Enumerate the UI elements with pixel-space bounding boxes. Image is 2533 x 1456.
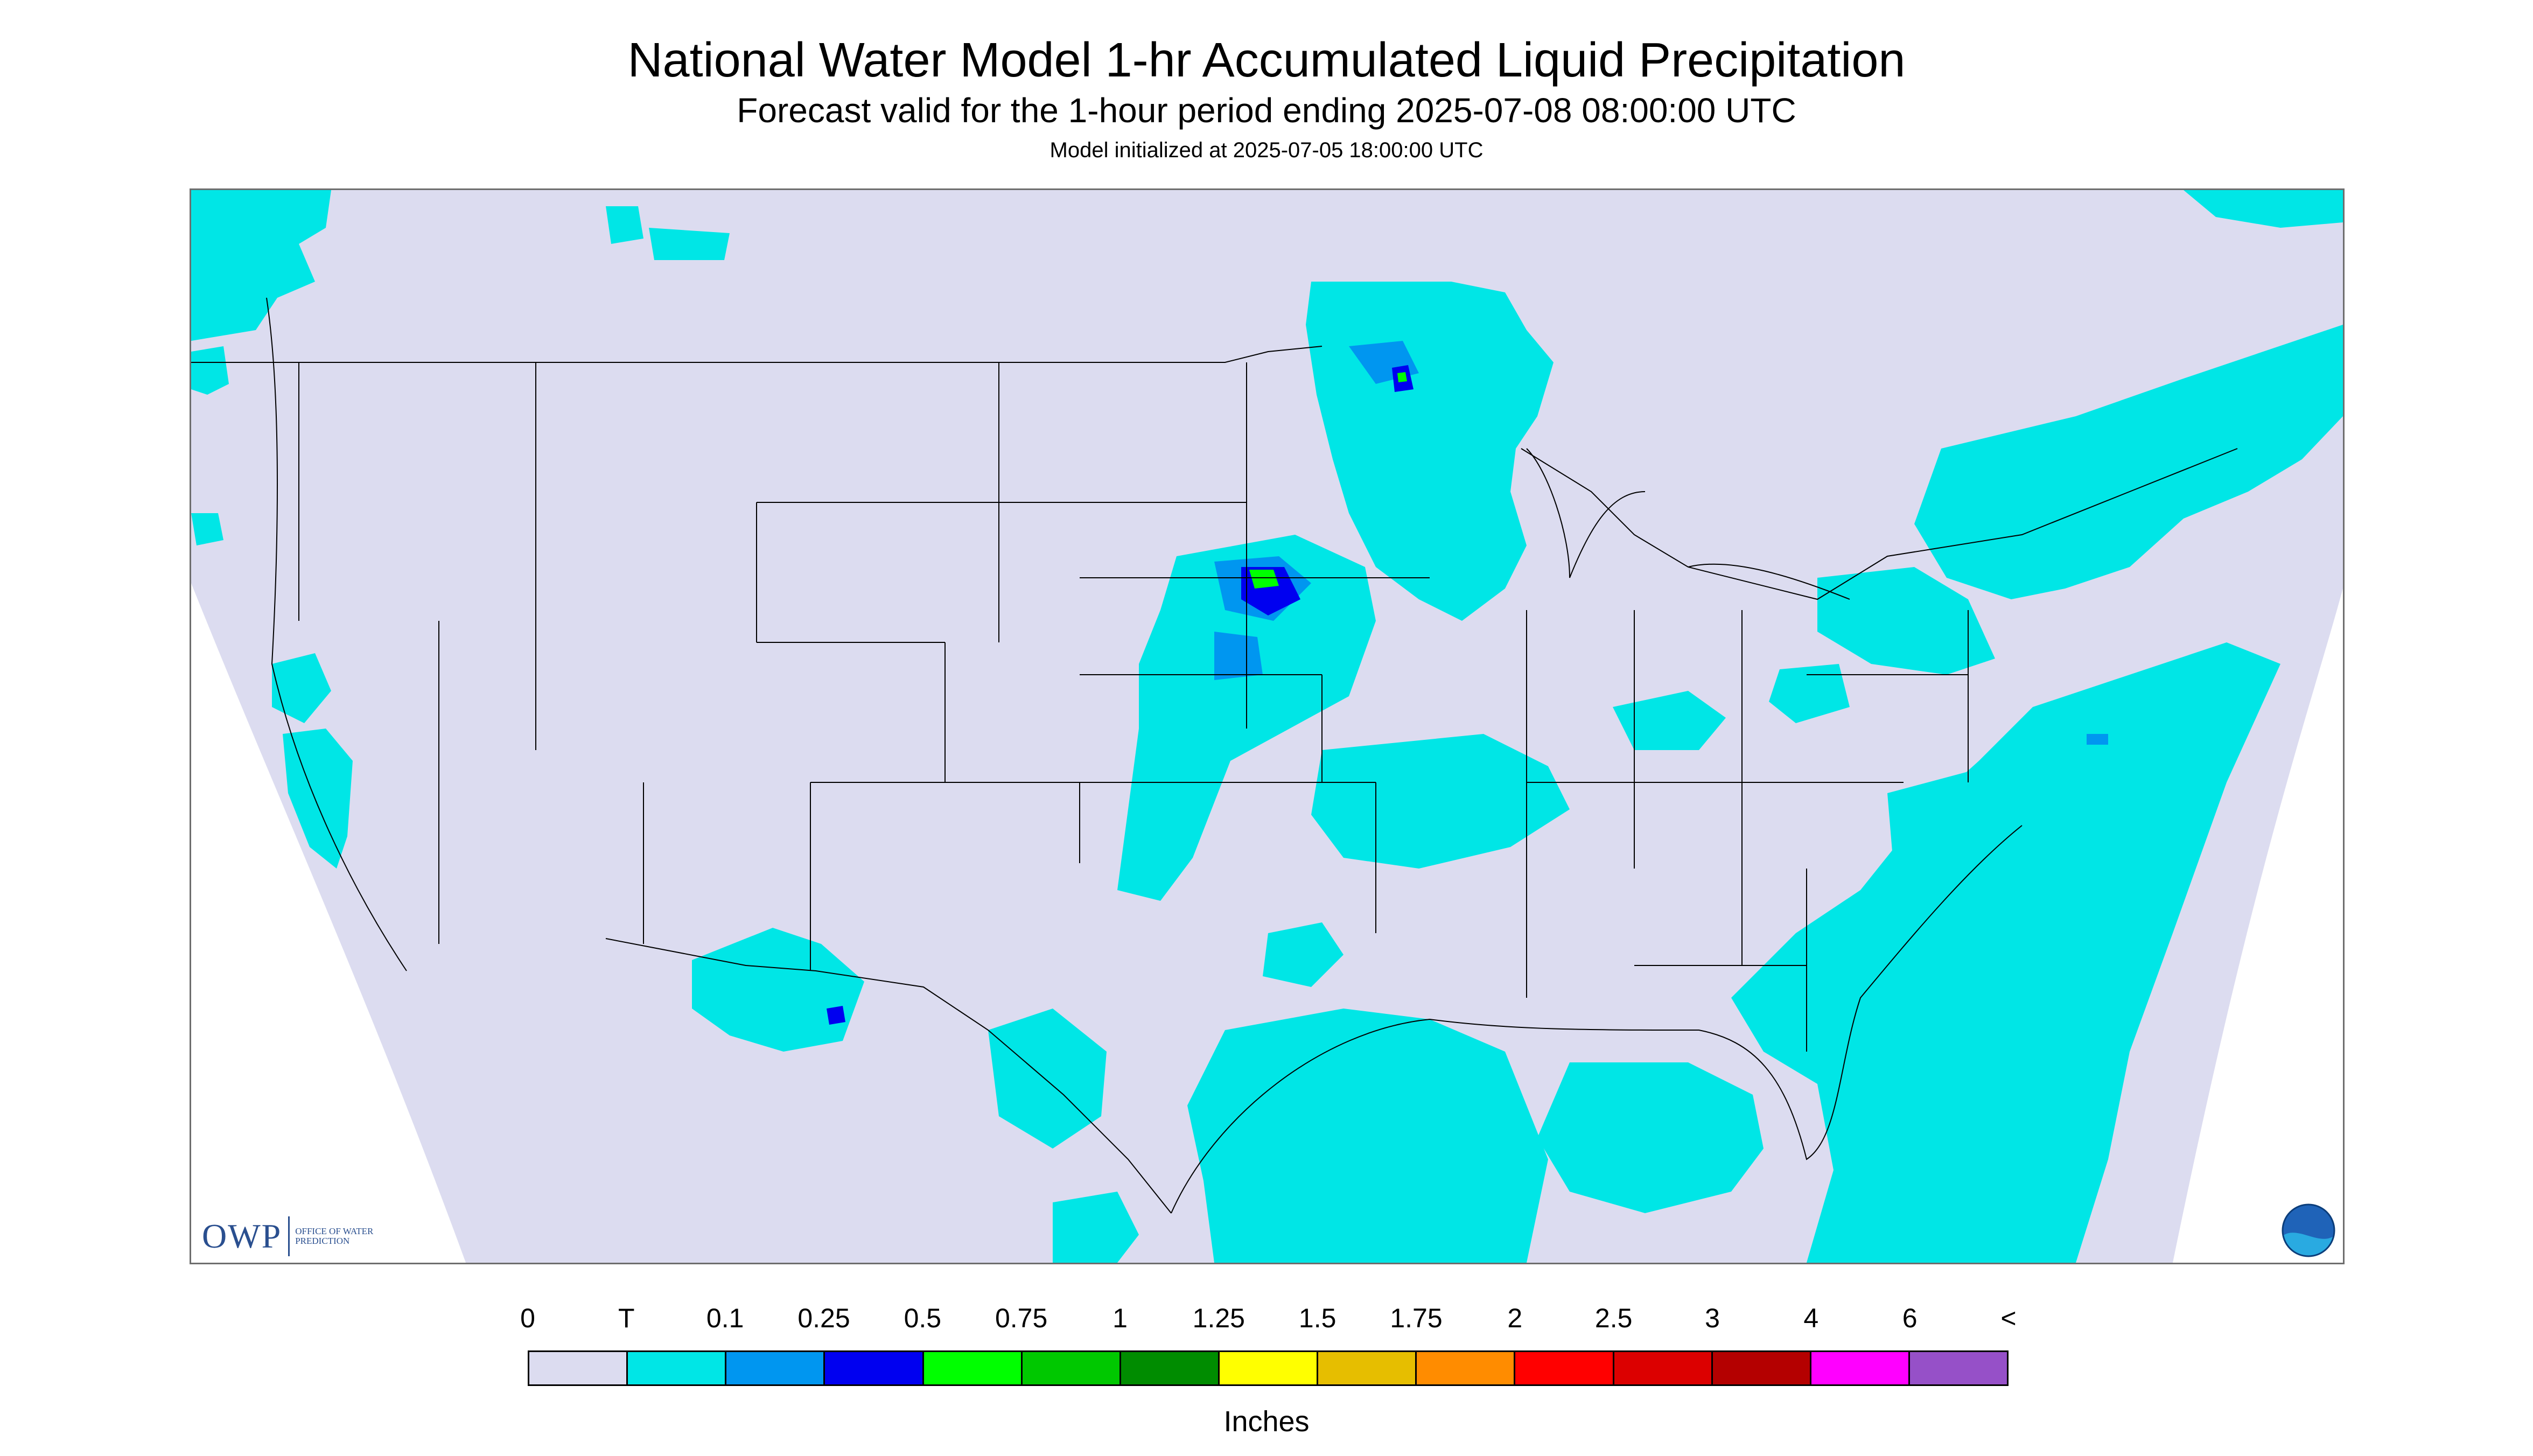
precip-mt-north: [606, 206, 643, 244]
colorbar-swatch-0: [529, 1352, 628, 1384]
colorbar-swatch-4: [923, 1352, 1023, 1384]
map-canvas: [191, 190, 2343, 1263]
legend-tick: 1.25: [1192, 1303, 1245, 1333]
legend-tick: 0.5: [904, 1303, 942, 1333]
precip-or-coast: [283, 729, 353, 869]
us-mexico-border: [605, 938, 1172, 1214]
forecast-valid-subtitle: Forecast valid for the 1-hour period end…: [737, 91, 1796, 130]
colorbar-swatch-2: [726, 1352, 825, 1384]
legend-tick: 2.5: [1594, 1303, 1633, 1333]
legend-tick: <: [2000, 1303, 2017, 1333]
us-canada-border: [191, 346, 2238, 600]
precip-or-small: [191, 513, 223, 545]
gulf-coast: [1171, 825, 2023, 1214]
precip-tx-east: [1263, 922, 1344, 987]
great-lakes: [1526, 448, 1850, 600]
noaa-logo: [2282, 1203, 2335, 1257]
colorbar-swatch-14: [1909, 1352, 2007, 1384]
precip-canada-ne: [2184, 190, 2343, 228]
pacific-coast: [266, 297, 407, 971]
legend-tick: 0.75: [995, 1303, 1048, 1333]
legend-tick: 0: [520, 1303, 535, 1333]
colorbar-swatch-1: [628, 1352, 727, 1384]
precipitation-colorbar: [528, 1350, 2009, 1386]
legend-tick: 0.25: [797, 1303, 850, 1333]
precip-mid-atlantic: [1769, 664, 1850, 723]
precip-mt-north-2: [649, 228, 730, 260]
owp-logo-mark: OWP: [202, 1216, 290, 1256]
precip-mexico-2: [988, 1009, 1107, 1149]
legend-tick: 6: [1902, 1303, 1918, 1333]
colorbar-swatch-11: [1614, 1352, 1713, 1384]
colorbar-swatch-9: [1417, 1352, 1516, 1384]
precip-g-superior: [1397, 372, 1407, 382]
precip-nw-coast-2: [191, 346, 229, 395]
precip-b-nm: [827, 1006, 845, 1025]
owp-logo-text: OFFICE OF WATER PREDICTION: [295, 1226, 374, 1246]
colorbar-swatch-10: [1515, 1352, 1614, 1384]
map-title: National Water Model 1-hr Accumulated Li…: [627, 33, 1906, 87]
precip-southwest: [692, 928, 864, 1052]
legend-tick: T: [618, 1303, 635, 1333]
colorbar-swatch-12: [1712, 1352, 1811, 1384]
precip-ohio: [1613, 691, 1726, 750]
precip-g-mn: [1249, 570, 1279, 589]
owp-logo: OWP OFFICE OF WATER PREDICTION: [202, 1216, 387, 1256]
legend-tick: 1: [1112, 1303, 1128, 1333]
colorbar-swatch-7: [1219, 1352, 1319, 1384]
state-lines-west: [298, 362, 1247, 971]
legend-tick-labels: 0 T 0.1 0.25 0.5 0.75 1 1.25 1.5 1.75 2 2.5 3 4 6 <: [0, 1302, 2533, 1334]
heavy-precip-areas: [1249, 372, 1407, 589]
precip-lb-atlantic: [2087, 734, 2108, 745]
precip-atlantic: [1731, 642, 2280, 1263]
precip-gulf: [1187, 1009, 1548, 1263]
legend-tick: 1.75: [1390, 1303, 1443, 1333]
legend-tick: 2: [1507, 1303, 1523, 1333]
colorbar-swatch-13: [1811, 1352, 1910, 1384]
political-boundaries: [191, 297, 2238, 1214]
legend-units: Inches: [1223, 1405, 1310, 1438]
precip-lb-ia: [1214, 632, 1263, 680]
precip-nw-coast: [191, 190, 331, 341]
state-lines-east: [1526, 610, 1969, 1052]
model-init-text: Model initialized at 2025-07-05 18:00:00…: [1049, 138, 1484, 162]
precip-se-coast: [1887, 772, 2000, 869]
legend-tick: 3: [1705, 1303, 1720, 1333]
state-lines-central: [1079, 362, 1430, 933]
colorbar-swatch-8: [1318, 1352, 1417, 1384]
legend-tick: 4: [1803, 1303, 1819, 1333]
precip-wa-west: [272, 653, 331, 723]
precipitation-map: OWP OFFICE OF WATER PREDICTION: [190, 188, 2345, 1264]
legend-tick: 0.1: [706, 1303, 744, 1333]
moderate-precip-areas: [827, 365, 1414, 1025]
colorbar-swatch-3: [825, 1352, 924, 1384]
precip-ne-us: [1914, 325, 2343, 599]
legend-tick: 1.5: [1298, 1303, 1337, 1333]
precip-gulf-east: [1537, 1062, 1764, 1213]
precip-pa-ny: [1817, 567, 1995, 675]
colorbar-swatch-6: [1121, 1352, 1220, 1384]
colorbar-swatch-5: [1022, 1352, 1121, 1384]
precip-sw-mexico: [1053, 1192, 1139, 1263]
